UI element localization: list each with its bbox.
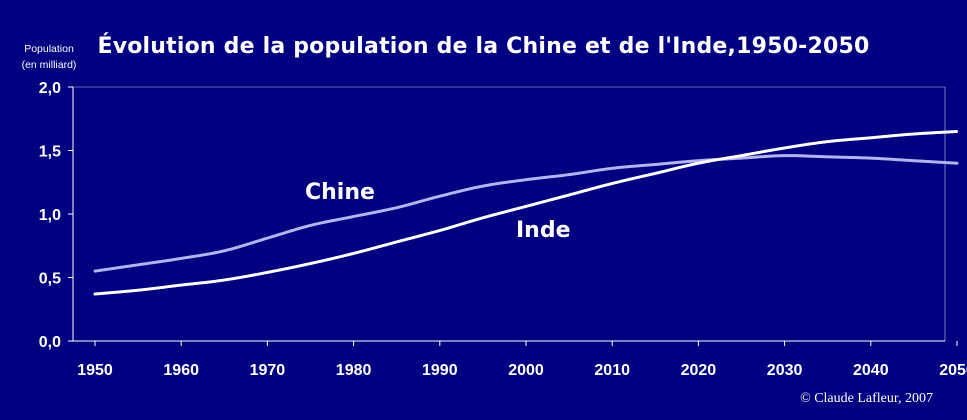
y-tick-label: 1,0 xyxy=(39,207,61,224)
x-tick-label: 2050 xyxy=(939,362,967,379)
x-tick-label: 1970 xyxy=(250,362,286,379)
series-line-chine xyxy=(93,154,959,273)
series-line-inde xyxy=(93,130,959,296)
tick-labels: 0,0 0,5 1,0 1,5 2,0 1950 1960 1970 1980 1990 2000 2… xyxy=(39,80,967,379)
y-tick-label: 1,5 xyxy=(39,144,61,161)
y-axis-label-line-2: (en milliard) xyxy=(21,59,77,71)
series-label-inde: Inde xyxy=(516,218,571,243)
series-label-chine: Chine xyxy=(305,180,375,205)
y-tick-label: 2,0 xyxy=(39,80,61,97)
y-tick-label: 0,0 xyxy=(39,334,61,351)
series-layer xyxy=(93,130,959,296)
x-tick-label: 2030 xyxy=(767,362,803,379)
y-tick-label: 0,5 xyxy=(39,271,61,288)
x-tick-label: 2010 xyxy=(594,362,630,379)
y-axis-label-line-1: Population xyxy=(24,43,74,55)
x-tick-label: 1980 xyxy=(336,362,372,379)
source-credit: © Claude Lafleur, 2007 xyxy=(800,391,933,406)
series-annotations: Chine Inde xyxy=(305,180,571,243)
chart-title: Évolution de la population de la Chine e… xyxy=(97,34,870,59)
x-tick-label: 1990 xyxy=(422,362,458,379)
x-tick-label: 2020 xyxy=(681,362,717,379)
x-tick-label: 2040 xyxy=(853,362,889,379)
x-tick-label: 1960 xyxy=(163,362,199,379)
x-tick-label: 2000 xyxy=(508,362,544,379)
x-tick-label: 1950 xyxy=(77,362,113,379)
y-axis-label: Population (en milliard) xyxy=(10,41,88,73)
axes xyxy=(68,86,958,346)
